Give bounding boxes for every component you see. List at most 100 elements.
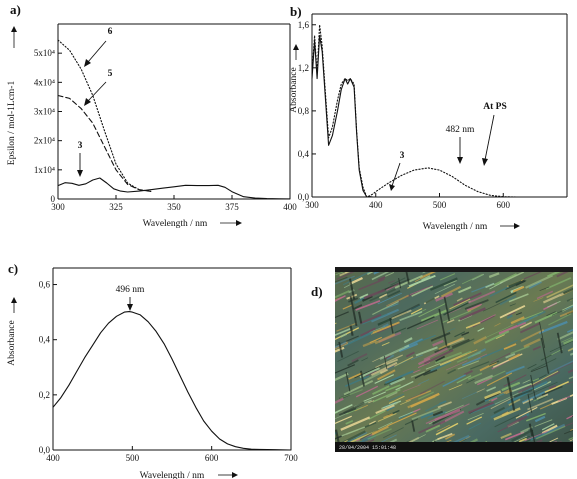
micrograph-streak — [562, 267, 566, 269]
panel-b-arrow-3 — [389, 162, 401, 191]
micrograph-streak — [549, 437, 559, 443]
panel-a-label-5: 5 — [108, 69, 113, 79]
micrograph-streak — [552, 267, 555, 268]
micrograph-streak — [381, 341, 390, 347]
micrograph-streak — [448, 338, 475, 351]
panel-c-series-solid-line — [52, 311, 292, 451]
panel-a-y-tick-label: 0 — [51, 194, 56, 204]
micrograph-streak — [491, 397, 498, 402]
panel-b-y-tick-label: 1,6 — [298, 20, 310, 30]
micrograph-streak — [493, 407, 521, 421]
micrograph-streak — [471, 273, 485, 281]
micrograph-streak — [458, 286, 472, 294]
micrograph-streak — [503, 374, 527, 387]
micrograph-streak — [369, 288, 397, 302]
micrograph-crack — [438, 308, 448, 346]
micrograph-streak — [453, 292, 482, 307]
micrograph-streak — [559, 310, 573, 318]
micrograph-streak — [494, 322, 501, 327]
micrograph-streak — [526, 412, 546, 422]
panel-a-label-6: 6 — [108, 27, 113, 37]
micrograph-streak — [541, 423, 555, 431]
panel-a: a) 300 325 350 375 400 0 1x10⁴ 2x10⁴ 3x10⁴ 4x10⁴ 5… — [7, 2, 297, 229]
micrograph-top-bar — [335, 267, 573, 272]
micrograph-streak — [337, 350, 359, 362]
micrograph-streak — [438, 267, 442, 269]
panel-b-peak-label: 482 nm — [446, 125, 475, 135]
micrograph-streak — [484, 393, 505, 402]
micrograph-streak — [466, 378, 475, 384]
panel-b-label-3: 3 — [400, 151, 405, 161]
micrograph-streak — [488, 272, 500, 279]
micrograph-streak — [439, 400, 447, 405]
micrograph-streak — [545, 277, 572, 290]
micrograph-streak — [544, 381, 570, 393]
micrograph-streak — [336, 322, 357, 332]
micrograph-streak — [443, 280, 457, 287]
micrograph-streak — [394, 356, 414, 367]
micrograph-streak — [466, 303, 483, 312]
panel-b-letter: b) — [290, 4, 302, 19]
panel-b-axes — [311, 13, 568, 198]
micrograph-streak — [510, 345, 530, 355]
micrograph-streak — [435, 422, 459, 436]
micrograph-streak — [467, 372, 483, 380]
micrograph-streak — [411, 407, 441, 421]
micrograph-streak — [354, 364, 383, 379]
micrograph-streak — [434, 351, 463, 364]
micrograph-streak — [411, 434, 426, 442]
micrograph-streak — [413, 408, 421, 413]
micrograph-streak — [341, 426, 366, 437]
micrograph-streak — [368, 400, 375, 404]
panel-a-arrow-6 — [84, 40, 107, 67]
micrograph-streak — [418, 391, 434, 400]
micrograph-streak — [374, 333, 396, 345]
micrograph-streak — [486, 386, 497, 392]
micrograph-streak — [410, 371, 426, 378]
micrograph-streak — [493, 406, 506, 414]
panel-b-y-tick-label: 0,8 — [298, 106, 310, 116]
micrograph-streak — [524, 430, 548, 442]
micrograph-texture — [335, 267, 573, 452]
micrograph-streak — [505, 365, 525, 375]
micrograph-streak — [508, 280, 522, 288]
micrograph-streak — [361, 357, 369, 362]
micrograph-streak — [518, 437, 528, 443]
micrograph-streak — [474, 374, 494, 385]
panel-a-x-tick-label: 325 — [109, 202, 123, 212]
micrograph-streak — [569, 439, 573, 442]
micrograph-streak — [359, 367, 380, 378]
micrograph-streak — [432, 410, 444, 417]
micrograph-streak — [366, 267, 372, 269]
micrograph-crack — [527, 394, 533, 413]
panel-c-letter: c) — [8, 261, 18, 276]
micrograph-streak — [472, 315, 495, 328]
micrograph-streak — [560, 287, 573, 296]
micrograph-streak — [379, 368, 388, 375]
micrograph-streak — [442, 374, 467, 388]
micrograph-streak — [360, 327, 376, 337]
micrograph-streak — [425, 424, 441, 433]
micrograph-streak — [490, 352, 511, 363]
micrograph-streak — [335, 275, 355, 285]
micrograph-streak — [523, 338, 541, 348]
micrograph-streak — [351, 353, 368, 363]
micrograph-streak — [488, 360, 500, 366]
micrograph-streak — [511, 383, 532, 393]
panel-c-peak-arrow — [127, 297, 133, 311]
micrograph-streak — [490, 397, 514, 410]
micrograph-streak — [530, 358, 557, 372]
micrograph-streak — [370, 308, 400, 323]
micrograph-crack — [528, 423, 534, 437]
micrograph-streak — [346, 293, 358, 300]
micrograph-streak — [451, 338, 470, 349]
micrograph-streak — [342, 304, 353, 310]
micrograph-streak — [363, 288, 386, 300]
panel-d: d) 28/04/2004 15:01:48 — [311, 267, 573, 452]
micrograph-streak — [345, 419, 354, 425]
micrograph-streak — [390, 377, 406, 386]
micrograph-streak — [494, 391, 523, 405]
micrograph-streak — [381, 278, 411, 292]
micrograph-streak — [541, 423, 566, 436]
panel-c-x-tick-label: 600 — [205, 453, 219, 463]
